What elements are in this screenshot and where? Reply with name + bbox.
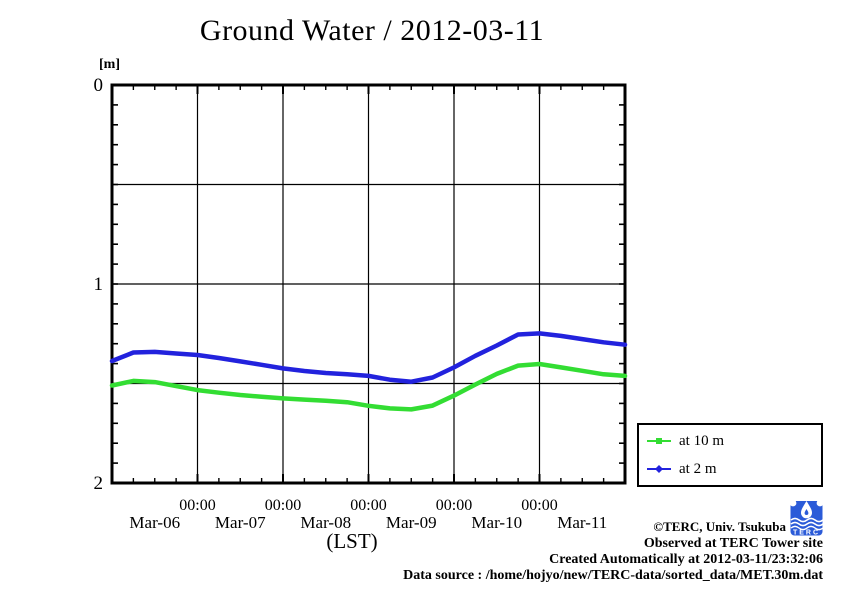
terc-logo-icon: TERC xyxy=(790,500,823,536)
chart-title: Ground Water / 2012-03-11 xyxy=(199,14,545,47)
svg-text:Mar-07: Mar-07 xyxy=(215,513,266,532)
created-timestamp-text: Created Automatically at 2012-03-11/23:3… xyxy=(549,552,823,567)
copyright-text: ©TERC, Univ. Tsukuba xyxy=(653,519,786,534)
legend-label-at-10m: at 10 m xyxy=(679,432,724,449)
green-square-marker-icon xyxy=(647,438,671,444)
svg-text:00:00: 00:00 xyxy=(179,497,215,514)
svg-text:00:00: 00:00 xyxy=(436,497,472,514)
svg-text:Mar-09: Mar-09 xyxy=(386,513,437,532)
terc-logo-text: TERC xyxy=(793,530,820,537)
x-axis-unit-label: (LST) xyxy=(326,529,378,553)
legend-entry-at-2m: at 2 m xyxy=(639,461,821,478)
chart-legend: at 10 m at 2 m xyxy=(637,423,823,487)
svg-text:1: 1 xyxy=(94,274,104,295)
data-source-text: Data source : /home/hojyo/new/TERC-data/… xyxy=(403,568,823,583)
y-axis-unit-label: [m] xyxy=(99,57,120,72)
blue-diamond-marker-icon xyxy=(647,465,671,473)
svg-text:Mar-10: Mar-10 xyxy=(471,513,522,532)
svg-text:Mar-06: Mar-06 xyxy=(129,513,180,532)
svg-text:2: 2 xyxy=(94,473,104,494)
svg-text:00:00: 00:00 xyxy=(265,497,301,514)
observed-site-text: Observed at TERC Tower site xyxy=(643,536,823,551)
legend-label-at-2m: at 2 m xyxy=(679,460,717,477)
svg-text:Mar-11: Mar-11 xyxy=(557,513,607,532)
svg-text:0: 0 xyxy=(94,75,104,96)
legend-entry-at-10m: at 10 m xyxy=(639,433,821,450)
svg-text:Mar-08: Mar-08 xyxy=(300,513,351,532)
svg-text:00:00: 00:00 xyxy=(350,497,386,514)
svg-text:00:00: 00:00 xyxy=(521,497,557,514)
